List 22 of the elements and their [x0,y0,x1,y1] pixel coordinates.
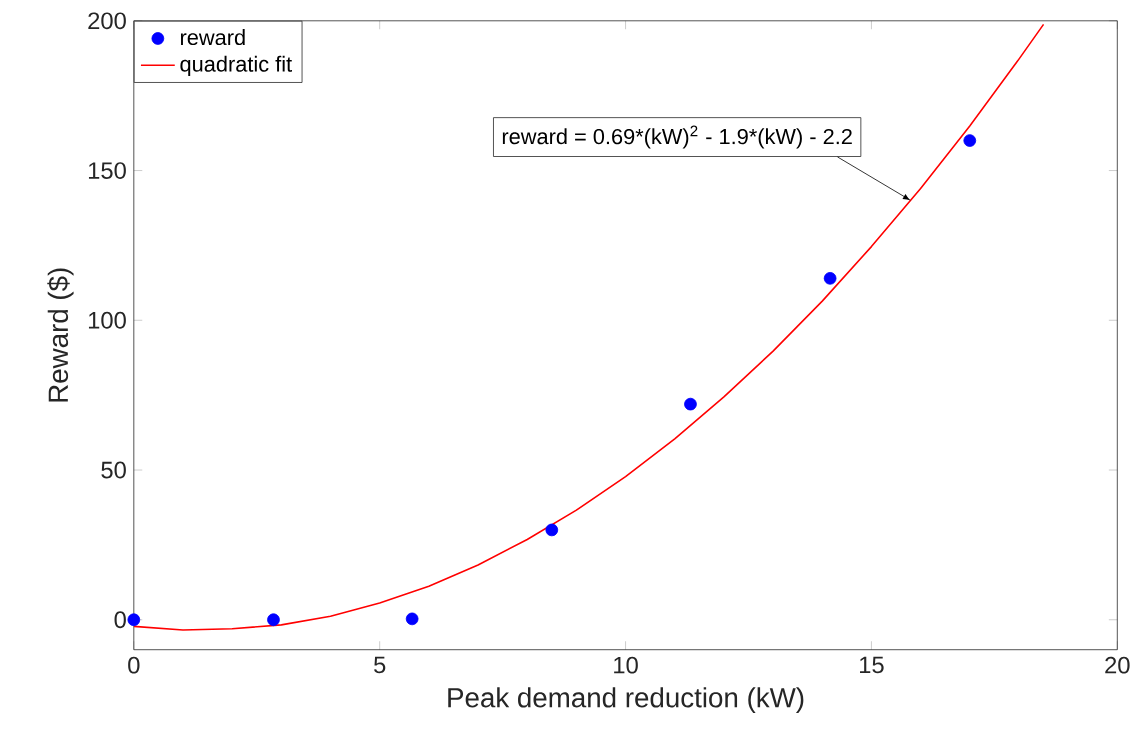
x-tick-label: 10 [614,656,638,674]
y-axis-title: Reward ($) [47,268,74,402]
point [823,272,837,285]
x-tick-label: 20 [1105,656,1130,674]
legend-label: quadratic fit [180,55,292,77]
point [127,613,141,627]
y-tick-label: 0 [114,611,126,629]
point [963,134,977,148]
y-tick-label: 150 [88,162,126,180]
x-tick-label: 5 [374,656,386,674]
point [684,397,697,411]
point [405,612,419,626]
y-tick-label: 200 [88,12,126,30]
x-tick-label: 0 [128,656,140,674]
x-axis-title: Peak demand reduction (kW) [448,687,804,714]
legend-label: reward [180,29,245,46]
x-tick-label: 15 [860,656,884,674]
annotation: reward = 0.69*(kW)$^{2}$ - 1.9*(kW) - 2.2 [502,125,852,149]
point [267,613,280,627]
y-tick-label: 100 [88,311,126,329]
y-tick-label: 50 [101,461,126,479]
point [545,523,559,537]
